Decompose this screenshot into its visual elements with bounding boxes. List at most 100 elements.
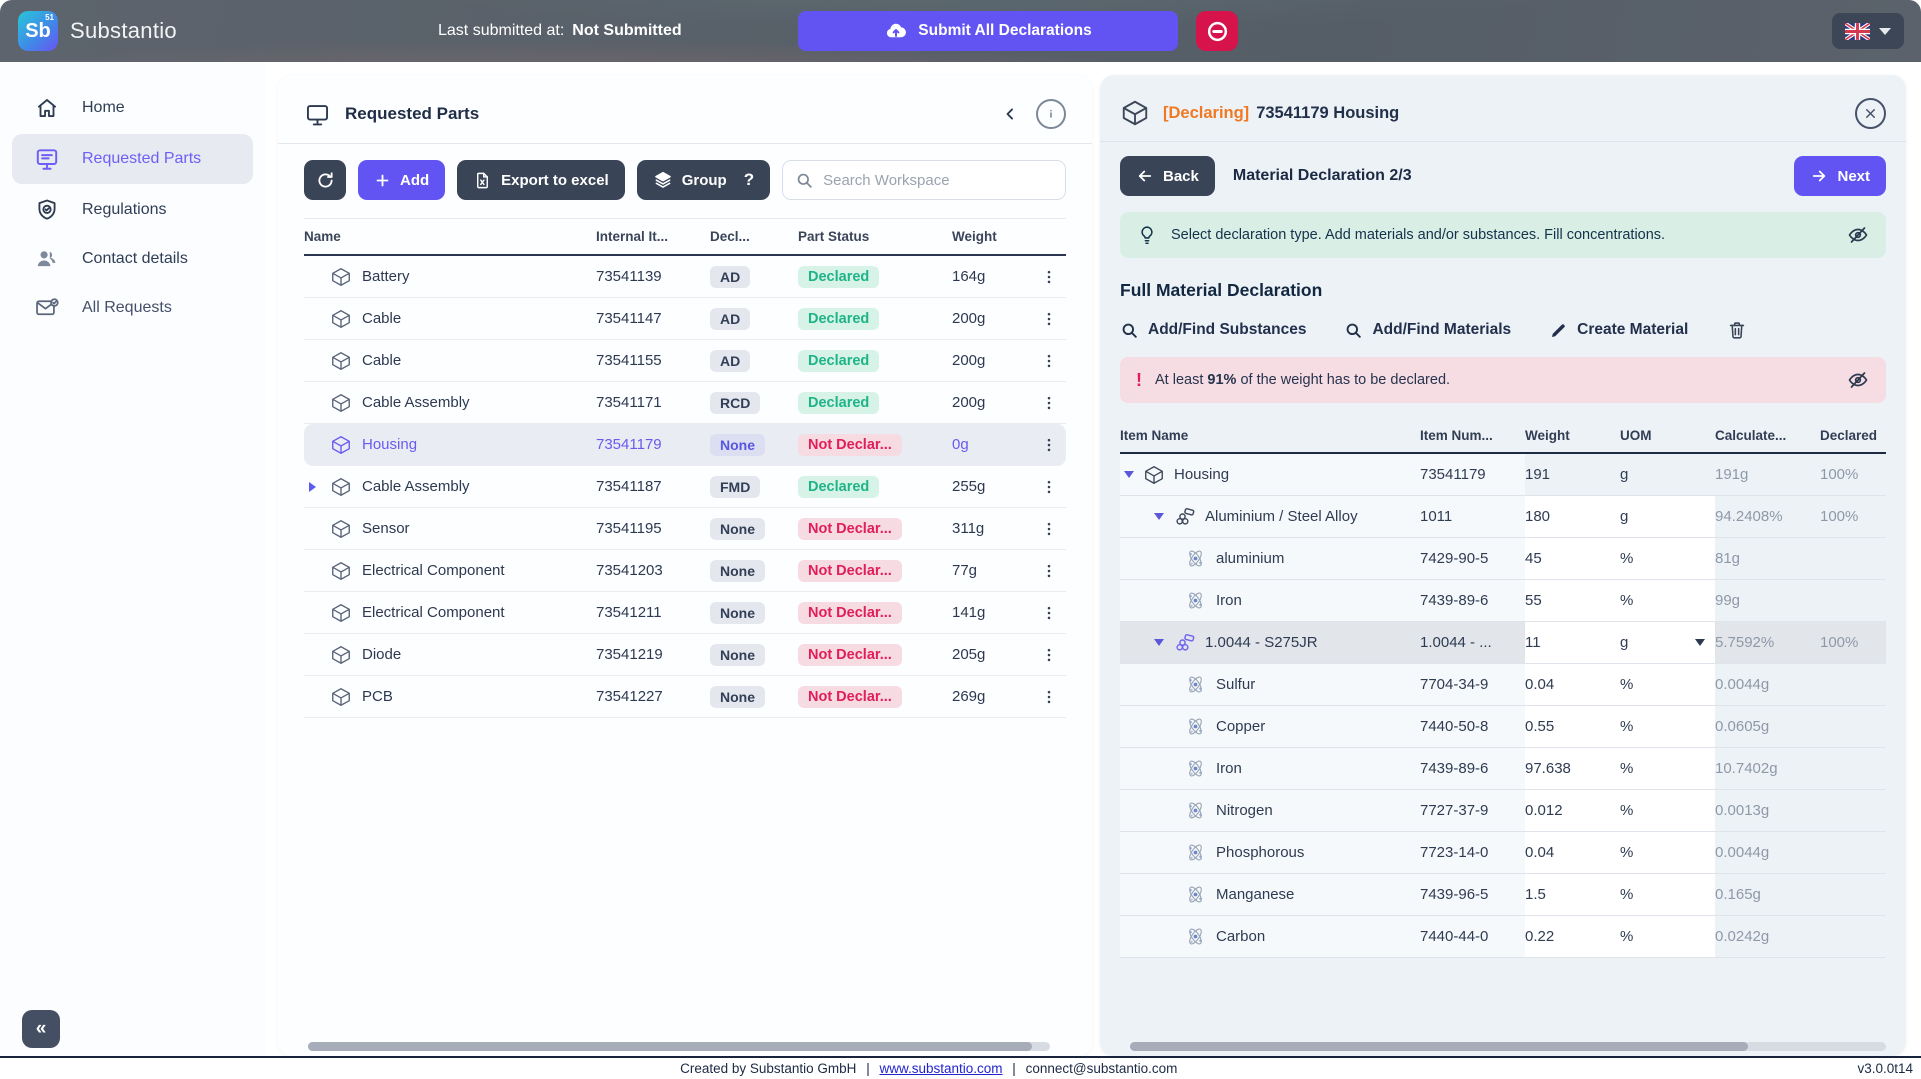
declaration-row[interactable]: aluminium 7429-90-5 45 % 81g (1120, 538, 1886, 580)
weight-input-cell[interactable]: 97.638 (1525, 748, 1620, 789)
uom-select-cell[interactable]: % (1620, 790, 1715, 831)
sidebar-item-all-requests[interactable]: All Requests (12, 285, 253, 331)
column-name[interactable]: Name (304, 229, 341, 244)
column-declared[interactable]: Declared (1820, 428, 1878, 443)
part-row[interactable]: PCB 73541227 None Not Declar... 269g (304, 676, 1066, 718)
uom-select-cell[interactable]: % (1620, 832, 1715, 873)
declaration-row[interactable]: Iron 7439-89-6 97.638 % 10.7402g (1120, 748, 1886, 790)
column-item-name[interactable]: Item Name (1120, 428, 1189, 443)
uom-select-cell[interactable]: % (1620, 580, 1715, 621)
column-internal-item[interactable]: Internal It... (596, 229, 669, 244)
language-selector[interactable] (1832, 13, 1904, 49)
stop-button[interactable] (1196, 11, 1238, 51)
collapse-caret-icon[interactable] (1124, 471, 1134, 478)
group-help-label[interactable]: ? (743, 170, 755, 189)
row-menu-button[interactable] (1040, 352, 1058, 370)
weight-input-cell[interactable]: 1.5 (1525, 874, 1620, 915)
part-row[interactable]: Cable 73541155 AD Declared 200g (304, 340, 1066, 382)
part-row[interactable]: Electrical Component 73541203 None Not D… (304, 550, 1066, 592)
declaration-row[interactable]: Housing 73541179 191 g 191g 100% (1120, 454, 1886, 496)
declaration-row[interactable]: Copper 7440-50-8 0.55 % 0.0605g (1120, 706, 1886, 748)
uom-select-cell[interactable]: g (1620, 622, 1715, 663)
sidebar-item-contact-details[interactable]: Contact details (12, 236, 253, 282)
back-button[interactable]: Back (1120, 156, 1215, 196)
sidebar-item-requested-parts[interactable]: Requested Parts (12, 134, 253, 184)
weight-input-cell[interactable]: 0.04 (1525, 664, 1620, 705)
add-find-materials-button[interactable]: Add/Find Materials (1344, 321, 1511, 340)
declaration-row[interactable]: Phosphorous 7723-14-0 0.04 % 0.0044g (1120, 832, 1886, 874)
uom-select-cell[interactable]: g (1620, 496, 1715, 537)
uom-select-cell[interactable]: % (1620, 664, 1715, 705)
weight-input-cell[interactable]: 0.012 (1525, 790, 1620, 831)
declaration-row[interactable]: Manganese 7439-96-5 1.5 % 0.165g (1120, 874, 1886, 916)
column-weight[interactable]: Weight (952, 229, 997, 244)
refresh-button[interactable] (304, 160, 346, 200)
group-button[interactable]: Group ? (636, 160, 771, 200)
info-button[interactable] (1036, 99, 1066, 129)
weight-input-cell[interactable]: 191 (1525, 466, 1551, 483)
declaration-row[interactable]: Aluminium / Steel Alloy 1011 180 g 94.24… (1120, 496, 1886, 538)
row-menu-button[interactable] (1040, 310, 1058, 328)
weight-input-cell[interactable]: 45 (1525, 538, 1620, 579)
add-button[interactable]: Add (358, 160, 446, 200)
sidebar-collapse-button[interactable]: « (22, 1010, 60, 1048)
declaration-row[interactable]: Sulfur 7704-34-9 0.04 % 0.0044g (1120, 664, 1886, 706)
uom-select-cell[interactable]: % (1620, 706, 1715, 747)
close-button[interactable] (1855, 97, 1886, 129)
submit-all-declarations-button[interactable]: Submit All Declarations (798, 11, 1178, 51)
row-menu-button[interactable] (1040, 436, 1058, 454)
declaration-row[interactable]: 1.0044 - S275JR 1.0044 - ... 11 g 5.7592… (1120, 622, 1886, 664)
scrollbar-thumb[interactable] (308, 1042, 1032, 1051)
part-row[interactable]: Battery 73541139 AD Declared 164g (304, 256, 1066, 298)
row-menu-button[interactable] (1040, 688, 1058, 706)
column-decl[interactable]: Decl... (710, 229, 750, 244)
add-find-substances-button[interactable]: Add/Find Substances (1120, 321, 1306, 340)
row-menu-button[interactable] (1040, 562, 1058, 580)
row-menu-button[interactable] (1040, 646, 1058, 664)
part-row[interactable]: Cable Assembly 73541171 RCD Declared 200… (304, 382, 1066, 424)
create-material-button[interactable]: Create Material (1549, 321, 1688, 340)
uom-select-cell[interactable]: % (1620, 748, 1715, 789)
column-item-number[interactable]: Item Num... (1420, 428, 1493, 443)
weight-input-cell[interactable]: 0.04 (1525, 832, 1620, 873)
part-row[interactable]: Cable 73541147 AD Declared 200g (304, 298, 1066, 340)
part-row[interactable]: Housing 73541179 None Not Declar... 0g (304, 424, 1066, 466)
column-part-status[interactable]: Part Status (798, 229, 870, 244)
weight-input-cell[interactable]: 180 (1525, 496, 1620, 537)
row-menu-button[interactable] (1040, 268, 1058, 286)
search-input[interactable] (823, 171, 1053, 189)
collapse-panel-button[interactable] (998, 102, 1022, 126)
hide-warning-button[interactable] (1846, 368, 1870, 392)
uom-select-cell[interactable]: % (1620, 538, 1715, 579)
declaration-row[interactable]: Nitrogen 7727-37-9 0.012 % 0.0013g (1120, 790, 1886, 832)
weight-input-cell[interactable]: 0.22 (1525, 916, 1620, 957)
part-row[interactable]: Cable Assembly 73541187 FMD Declared 255… (304, 466, 1066, 508)
row-menu-button[interactable] (1040, 604, 1058, 622)
uom-select-cell[interactable]: % (1620, 874, 1715, 915)
part-row[interactable]: Diode 73541219 None Not Declar... 205g (304, 634, 1066, 676)
column-weight[interactable]: Weight (1525, 428, 1570, 443)
weight-input-cell[interactable]: 55 (1525, 580, 1620, 621)
search-workspace-box[interactable] (782, 160, 1066, 200)
row-menu-button[interactable] (1040, 478, 1058, 496)
collapse-caret-icon[interactable] (1154, 639, 1164, 646)
collapse-caret-icon[interactable] (1154, 513, 1164, 520)
weight-input-cell[interactable]: 11 (1525, 622, 1620, 663)
declaration-row[interactable]: Carbon 7440-44-0 0.22 % 0.0242g (1120, 916, 1886, 958)
expand-caret-icon[interactable] (308, 481, 316, 492)
hide-hint-button[interactable] (1846, 223, 1870, 247)
part-row[interactable]: Electrical Component 73541211 None Not D… (304, 592, 1066, 634)
uom-select-cell[interactable]: g (1620, 454, 1715, 495)
row-menu-button[interactable] (1040, 394, 1058, 412)
part-row[interactable]: Sensor 73541195 None Not Declar... 311g (304, 508, 1066, 550)
export-to-excel-button[interactable]: Export to excel (457, 160, 625, 200)
scrollbar-thumb[interactable] (1130, 1042, 1748, 1051)
column-uom[interactable]: UOM (1620, 428, 1652, 443)
declaration-row[interactable]: Iron 7439-89-6 55 % 99g (1120, 580, 1886, 622)
row-menu-button[interactable] (1040, 520, 1058, 538)
sidebar-item-home[interactable]: Home (12, 85, 253, 131)
next-button[interactable]: Next (1794, 156, 1886, 196)
weight-input-cell[interactable]: 0.55 (1525, 706, 1620, 747)
sidebar-item-regulations[interactable]: Regulations (12, 187, 253, 233)
uom-select-cell[interactable]: % (1620, 916, 1715, 957)
